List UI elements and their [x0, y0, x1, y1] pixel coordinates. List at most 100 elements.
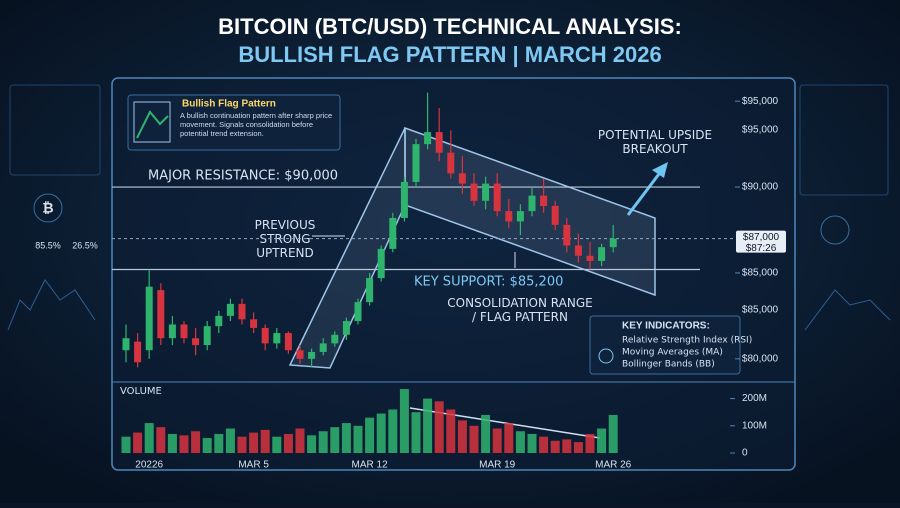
indicator-box — [589, 315, 741, 375]
volume-bar — [214, 433, 224, 453]
x-tick-label: MAR 26 — [595, 460, 632, 471]
volume-bar — [399, 389, 409, 453]
candle-body — [250, 319, 258, 328]
indicator-item: Moving Averages (MA) — [622, 348, 723, 358]
legend-icon — [133, 101, 171, 143]
volume-bar — [225, 428, 235, 453]
candle-body — [447, 152, 455, 174]
candle-body — [342, 321, 350, 335]
volume-bar — [527, 433, 537, 453]
candle-body — [377, 248, 385, 279]
candle-body — [586, 255, 594, 261]
candle-body — [563, 224, 571, 246]
volume-bar — [249, 432, 259, 453]
legend-box — [127, 94, 341, 151]
volume-bar — [608, 414, 618, 453]
candle-body — [424, 132, 432, 145]
volume-bar — [492, 428, 502, 453]
legend-desc: A bullish continuation pattern after sha… — [180, 111, 333, 138]
btc-icon: ₿ — [42, 200, 53, 216]
volume-bar — [133, 432, 143, 453]
extra-price-label: $85,000 — [742, 305, 779, 316]
volume-bar — [423, 398, 433, 453]
breakout-text: POTENTIAL UPSIDE BREAKOUT — [597, 128, 713, 156]
resistance-label: MAJOR RESISTANCE: $90,000 — [148, 169, 338, 184]
volume-bar — [457, 420, 467, 453]
candle-body — [122, 338, 130, 351]
consolidation-text: CONSOLIDATION RANGE / FLAG PATTERN — [447, 296, 593, 324]
volume-tick-label: 0 — [742, 448, 748, 459]
volume-bar — [573, 442, 583, 453]
legend-text: A bullish continuation pattern after sha… — [180, 111, 333, 138]
volume-bar — [388, 409, 398, 453]
volume-bar — [469, 425, 479, 453]
x-tick-label: MAR 12 — [352, 460, 389, 471]
candle-body — [470, 183, 478, 201]
candle-body — [574, 245, 582, 256]
candle-body — [458, 173, 466, 184]
candle-body — [215, 315, 223, 327]
candle-body — [203, 326, 211, 346]
candle-body — [284, 333, 292, 351]
candle-body — [551, 205, 559, 225]
indicator-item: Relative Strength Index (RSI) — [622, 336, 752, 346]
current-time-label: $87:26 — [746, 243, 777, 254]
candle-body — [400, 181, 408, 218]
plot: $80,000 $85,000 $90,000 $95,000 $87,000$87:2… — [112, 92, 786, 471]
chart-subtitle: BULLISH FLAG PATTERN | MARCH 2026 — [238, 42, 661, 67]
candle-body — [389, 217, 397, 249]
candle-body — [157, 290, 165, 339]
y-tick-label: $80,000 — [742, 353, 779, 364]
candle-body — [261, 327, 269, 344]
volume-bar — [376, 413, 386, 453]
volume-bar — [237, 436, 247, 453]
volume-bar — [295, 428, 305, 453]
candle-body — [528, 195, 536, 212]
breakout-note: POTENTIAL UPSIDE BREAKOUT — [597, 128, 713, 156]
chart-title: BITCOIN (BTC/USD) TECHNICAL ANALYSIS: — [218, 14, 682, 39]
volume-bar — [481, 414, 491, 453]
volume-bar — [121, 436, 131, 453]
candle-body — [366, 278, 374, 303]
y-tick-label: $95,000 — [742, 96, 779, 107]
support-label: KEY SUPPORT: $85,200 — [414, 275, 563, 290]
x-tick-label: MAR 19 — [479, 460, 516, 471]
candle-body — [435, 132, 443, 153]
volume-bar — [365, 417, 375, 453]
volume-bar — [585, 433, 595, 453]
volume-bar — [191, 431, 201, 453]
volume-bar — [446, 409, 456, 453]
volume-bar — [341, 423, 351, 453]
volume-bar — [179, 435, 189, 453]
candle-body — [168, 324, 176, 339]
volume-bar — [307, 435, 317, 453]
volume-bar — [353, 425, 363, 453]
side-stat: 85.5% — [35, 240, 61, 250]
side-stat: 26.5% — [72, 240, 98, 250]
candle-body — [482, 183, 490, 201]
volume-bar — [144, 423, 154, 453]
candle-body — [308, 351, 316, 359]
candle-body — [180, 324, 188, 339]
volume-bar — [504, 423, 514, 453]
candle-body — [354, 302, 362, 322]
volume-bar — [330, 427, 340, 453]
candle-body — [273, 333, 281, 344]
volume-tick-label: 200M — [742, 393, 767, 404]
x-tick-label: 20226 — [135, 460, 163, 471]
volume-bar — [539, 436, 549, 453]
candle-body — [516, 211, 524, 222]
volume-bar — [167, 433, 177, 453]
uptrend-text: PREVIOUS STRONG UPTREND — [254, 218, 316, 260]
volume-bar — [550, 440, 560, 453]
volume-bar — [156, 427, 166, 453]
volume-bar — [515, 431, 525, 453]
volume-tick-label: 100M — [742, 420, 767, 431]
volume-bar — [272, 436, 282, 453]
indicator-title: KEY INDICATORS: — [622, 321, 710, 332]
indicator-icon — [598, 348, 614, 364]
candle-body — [238, 303, 246, 320]
y-tick-label: $85,000 — [742, 268, 779, 279]
current-price-label: $87,000 — [743, 232, 780, 243]
